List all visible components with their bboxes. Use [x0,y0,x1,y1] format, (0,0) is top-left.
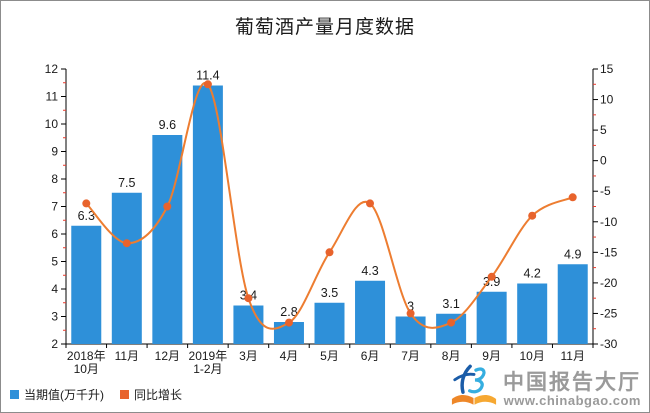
legend-label-bar: 当期值(万千升) [24,388,104,402]
axes: 2 3 4 5 6 7 8 9 10 11 12 -30 -25 -20 -15 -10 -5 0 5 10 15 201… [45,62,618,376]
brand-logo-icon [451,364,497,405]
line-marker [122,239,131,248]
left-axis-label: 7 [51,200,58,214]
bar [71,225,102,344]
right-axis-label: -5 [600,184,611,198]
bar [152,135,183,344]
x-axis-category-label: 7月 [401,349,420,363]
bar-value-label: 11.4 [196,69,219,83]
bar-value-label: 3.1 [442,297,459,311]
bar [355,280,386,344]
bar-series: 6.37.59.611.43.42.83.54.333.13.94.24.9 [71,69,588,344]
bar-value-label: 4.9 [564,247,581,261]
line-series [82,80,577,330]
bar [111,192,142,344]
right-axis-label: 10 [600,93,614,107]
bar-value-label: 3 [407,300,414,314]
legend-item-line-series: 同比增长 [120,386,182,403]
right-axis-label: -15 [600,245,618,259]
bar [436,313,467,344]
left-axis-label: 6 [51,227,58,241]
line-marker [163,202,172,211]
line-marker [528,211,537,220]
x-axis-category-label: 2019年 1-2月 [189,349,228,376]
left-axis-label: 9 [51,145,58,159]
bar-value-label: 4.3 [361,264,378,278]
legend-swatch-bar [10,390,19,399]
bar [557,264,588,344]
x-axis-category-label: 9月 [482,349,501,363]
bar-value-label: 3.5 [321,286,338,300]
bar [476,291,507,344]
line-path [85,81,574,330]
right-axis-label: 0 [600,154,607,168]
x-axis-category-label: 5月 [320,349,339,363]
left-axis-label: 11 [46,90,59,104]
left-axis-label: 8 [51,172,58,186]
line-marker [203,80,212,89]
x-axis-category-label: 6月 [361,349,380,363]
x-axis-category-label: 8月 [442,349,461,363]
x-axis-category-label: 12月 [155,349,180,363]
line-marker [285,318,293,327]
x-axis-category-label: 11月 [560,349,584,363]
left-axis-label: 2 [51,337,58,351]
right-axis-label: -20 [600,276,618,290]
bar [395,316,426,344]
right-axis-label: -30 [600,337,618,351]
right-axis-label: -25 [600,306,618,320]
bar-value-label: 2.8 [280,305,297,319]
x-axis-category-label: 11月 [115,349,139,363]
x-axis-category-label: 10月 [520,349,545,363]
x-axis-category-label: 4月 [280,349,299,363]
bar-value-label: 7.5 [118,176,135,190]
bar [517,283,548,344]
bar [314,302,345,344]
line-marker [366,199,374,208]
legend-item-bar-series: 当期值(万千升) [10,386,104,403]
right-axis-label: -10 [600,215,618,229]
brand-name: 中国报告大厅 [503,371,641,395]
bar [192,85,223,344]
bar-value-label: 4.2 [523,267,540,281]
bar-value-label: 9.6 [159,118,176,132]
right-axis-label: 5 [600,123,607,137]
brand-text: 中国报告大厅 www.chinabgao.com [503,372,641,407]
line-marker [568,193,577,202]
line-marker [325,248,334,257]
brand-watermark: 中国报告大厅 www.chinabgao.com [450,364,641,407]
left-axis-label: 10 [45,117,59,131]
line-marker [447,318,456,327]
legend-label-line: 同比增长 [134,388,183,402]
line-marker [406,309,415,318]
left-axis-label: 4 [51,282,58,296]
left-axis-label: 3 [51,310,58,324]
line-marker [244,294,253,303]
x-axis-category-label: 2018年 10月 [67,349,106,376]
chart-title: 葡萄酒产量月度数据 [234,17,415,38]
left-axis-label: 12 [45,62,59,76]
legend: 当期值(万千升) 同比增长 [10,386,182,403]
legend-swatch-line [120,390,129,399]
x-axis-category-label: 3月 [239,349,258,363]
bar-value-label: 3.9 [483,275,500,289]
line-marker [82,199,91,208]
line-marker [487,272,496,281]
bar-value-label: 6.3 [78,209,95,223]
right-axis-label: 15 [600,62,614,76]
left-axis-label: 5 [51,255,58,269]
bar [233,305,264,344]
brand-url: www.chinabgao.com [503,392,641,408]
